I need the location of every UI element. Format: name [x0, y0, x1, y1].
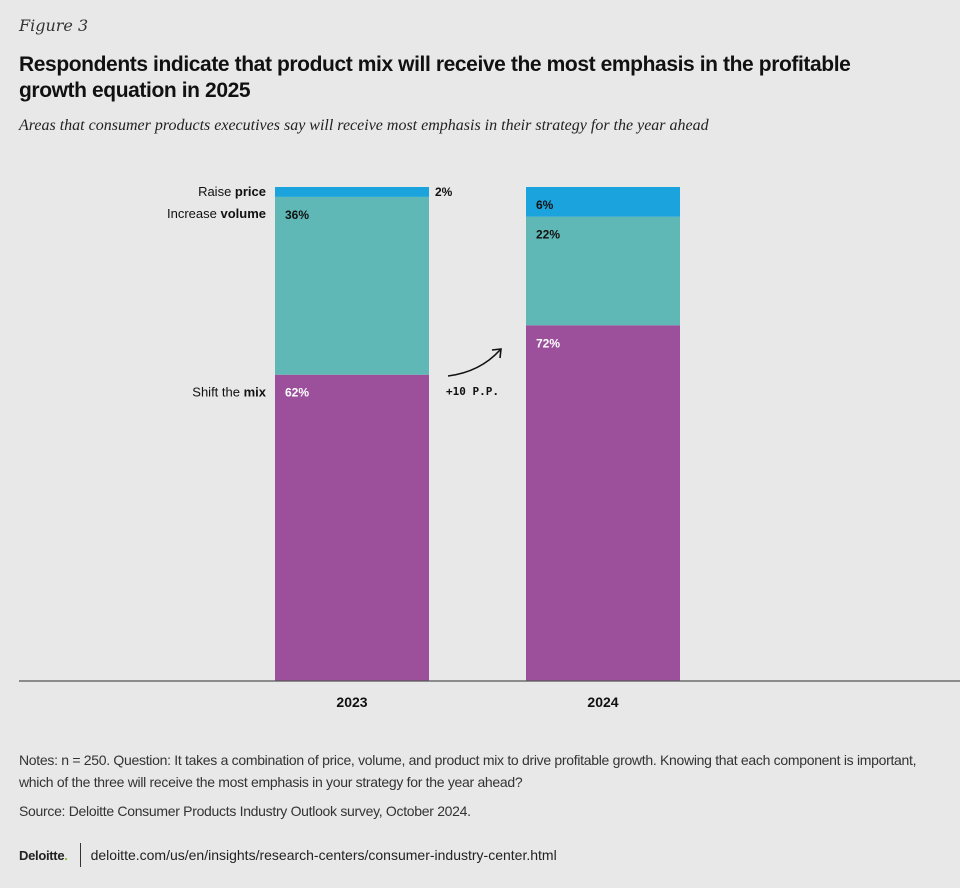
divider — [79, 843, 81, 867]
bar-segment-increase-volume-2023 — [275, 196, 429, 375]
bar-segment-shift-the-mix-2024 — [526, 325, 680, 681]
annotation: +10 P.P. — [446, 385, 499, 398]
data-label: 6% — [536, 198, 554, 212]
data-label: 62% — [285, 386, 309, 400]
notes: Notes: n = 250. Question: It takes a com… — [19, 752, 917, 790]
logo-text: Deloitte — [19, 847, 65, 863]
legend-label: Shift the mix — [192, 385, 266, 400]
bar-segment-raise-price-2023 — [275, 187, 429, 197]
arrow-head-icon — [491, 348, 502, 359]
data-label: 72% — [536, 336, 560, 350]
figure-label: Figure 3 — [19, 16, 89, 35]
footer-url[interactable]: deloitte.com/us/en/insights/research-cen… — [90, 847, 557, 863]
logo-dot: . — [64, 847, 68, 863]
bar-segment-shift-the-mix-2023 — [275, 374, 429, 681]
legend-label: Increase volume — [167, 206, 266, 221]
x-tick-label: 2023 — [336, 694, 367, 710]
deloitte-logo: Deloitte. — [19, 848, 68, 863]
data-label: 22% — [536, 228, 560, 242]
chart-title: Respondents indicate that product mix wi… — [19, 53, 851, 102]
x-tick-label: 2024 — [587, 694, 618, 710]
legend-label: Raise price — [198, 184, 266, 199]
footer: Deloitte. deloitte.com/us/en/insights/re… — [19, 843, 557, 867]
arrow-icon — [447, 349, 501, 377]
data-label: 36% — [285, 208, 309, 222]
chart-subtitle: Areas that consumer products executives … — [19, 117, 709, 134]
source: Source: Deloitte Consumer Products Indus… — [19, 803, 471, 819]
bar-segment-increase-volume-2024 — [526, 216, 680, 326]
data-label: 2% — [435, 185, 453, 199]
stacked-bar-chart: 62% 36% 2% 2023 72% 22% 6% 2024 Shift the mix Inc… — [19, 184, 960, 710]
bar-segment-raise-price-2024 — [526, 187, 680, 217]
